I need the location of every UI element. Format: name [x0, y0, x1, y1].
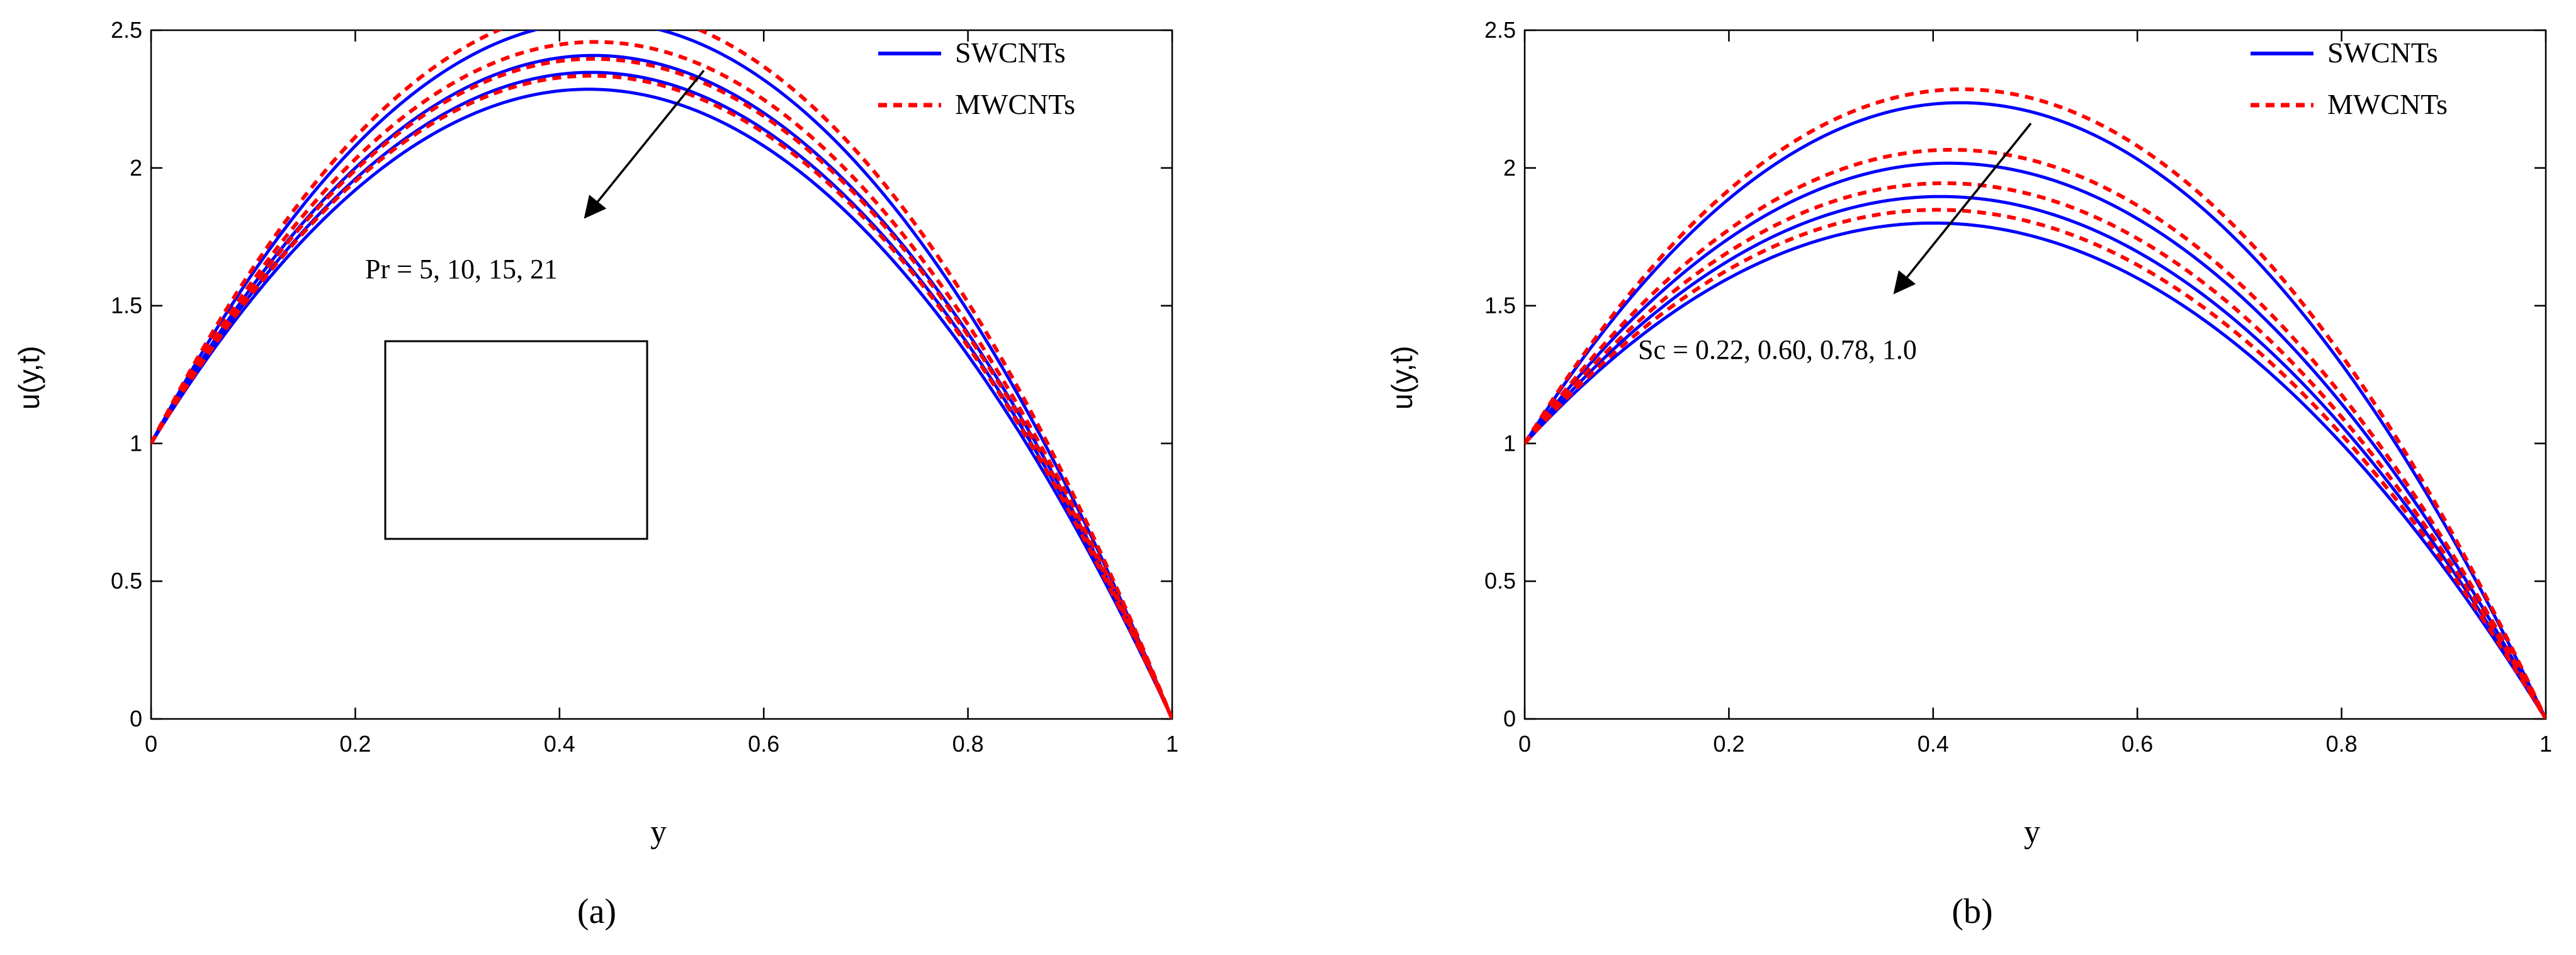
chart-panel-a: 0 0.2 0.4 0.6 0.8 1 0 0.5 1 1.5 2 2.5 u(y,t) y SWCNTs M…	[13, 17, 1178, 931]
series-group	[1525, 87, 2546, 719]
series-line-mwcnts-4	[1525, 87, 2546, 719]
y-tick-label: 0.5	[1484, 568, 1516, 594]
legend: SWCNTs MWCNTs	[2251, 37, 2448, 120]
series-line-mwcnts-4	[151, 30, 1172, 719]
panel-label: (b)	[1952, 892, 1992, 931]
legend: SWCNTs MWCNTs	[878, 37, 1075, 120]
y-tick-label: 1.5	[1484, 293, 1516, 319]
series-line-swcnts-3	[151, 88, 1172, 719]
x-tick-label: 0	[1518, 731, 1531, 757]
legend-label-swcnts: SWCNTs	[2327, 37, 2438, 69]
x-axis-label: y	[650, 814, 667, 850]
y-tick-label: 0	[1503, 706, 1516, 732]
y-tick-label: 2	[1503, 155, 1516, 181]
x-tick-label: 0.4	[544, 731, 575, 757]
y-tick-label: 2.5	[111, 17, 142, 43]
x-tick-label: 0.2	[339, 731, 371, 757]
parameter-annotation: Pr = 5, 10, 15, 21	[365, 254, 558, 285]
y-axis-label: u(y,t)	[13, 346, 45, 409]
x-tick-label: 0.6	[2121, 731, 2153, 757]
series-group	[151, 30, 1172, 719]
chart-panel-b: 0 0.2 0.4 0.6 0.8 1 0 0.5 1 1.5 2 2.5 u(y,t) y SWCNTs M…	[1386, 17, 2552, 931]
legend-label-mwcnts: MWCNTs	[955, 88, 1075, 120]
trend-arrow	[584, 69, 705, 219]
y-tick-label: 1	[130, 430, 142, 456]
y-tick-label: 0	[130, 706, 142, 732]
x-tick-label: 0.2	[1713, 731, 1744, 757]
legend-label-mwcnts: MWCNTs	[2327, 88, 2448, 120]
series-line-mwcnts-5	[1525, 147, 2546, 719]
parameter-annotation: Sc = 0.22, 0.60, 0.78, 1.0	[1638, 334, 1917, 365]
series-line-swcnts-0	[1525, 101, 2546, 719]
y-tick-label: 2.5	[1484, 17, 1516, 43]
series-line-swcnts-0	[151, 30, 1172, 719]
series-line-swcnts-2	[1525, 195, 2546, 719]
inset-zoom	[384, 340, 648, 540]
series-line-mwcnts-7	[1525, 208, 2546, 719]
plot-frame	[1523, 29, 2547, 720]
series-line-mwcnts-6	[151, 57, 1172, 719]
x-axis-label: y	[2024, 814, 2040, 850]
legend-label-swcnts: SWCNTs	[955, 37, 1066, 69]
trend-arrow	[1893, 122, 2032, 295]
series-line-swcnts-1	[1525, 161, 2546, 719]
series-line-swcnts-3	[1525, 221, 2546, 719]
x-tick-label: 0.6	[748, 731, 779, 757]
y-tick-label: 1	[1503, 430, 1516, 456]
y-tick-label: 1.5	[111, 293, 142, 319]
y-tick-label: 2	[130, 155, 142, 181]
inset-frame	[384, 340, 648, 540]
y-tick-label: 0.5	[111, 568, 142, 594]
y-axis-label: u(y,t)	[1386, 346, 1418, 409]
x-tick-label: 1	[2539, 731, 2552, 757]
x-tick-label: 0.4	[1918, 731, 1949, 757]
series-line-mwcnts-7	[151, 74, 1172, 719]
x-tick-label: 0.8	[952, 731, 984, 757]
x-tick-label: 0.8	[2326, 731, 2358, 757]
x-tick-label: 1	[1166, 731, 1178, 757]
x-tick-label: 0	[145, 731, 157, 757]
panel-label: (a)	[577, 892, 616, 931]
